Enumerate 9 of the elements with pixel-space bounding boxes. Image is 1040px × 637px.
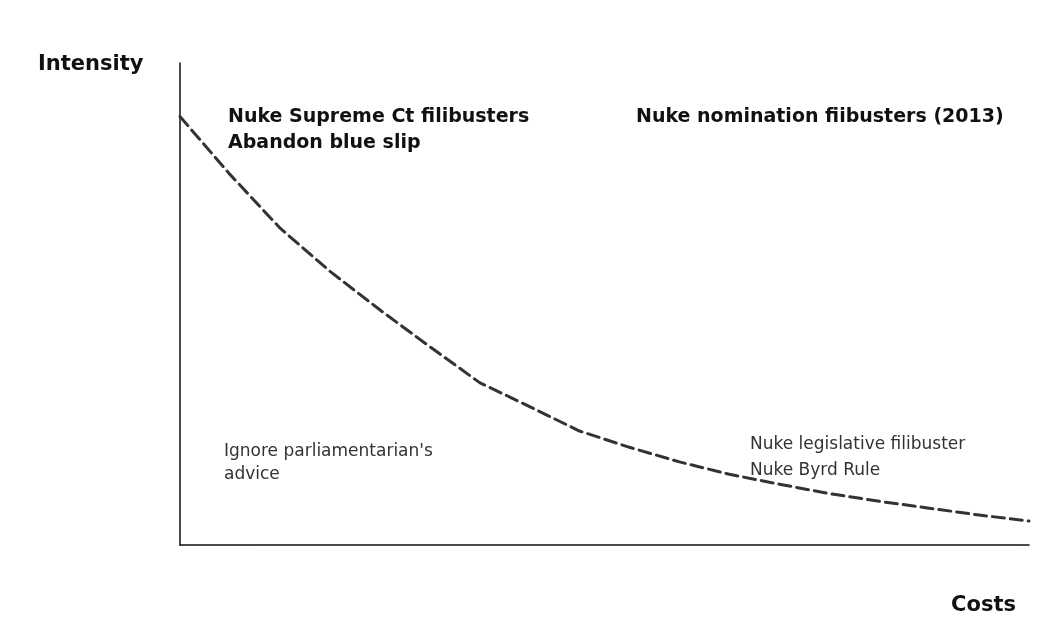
annotation: Nuke legislative filibuster (750, 432, 966, 453)
annotation: advice (224, 462, 280, 483)
annotation: Nuke Supreme Ct filibusters (228, 103, 530, 126)
annotation: Nuke Byrd Rule (750, 458, 881, 479)
annotation: Ignore parliamentarian's (224, 439, 433, 460)
annotation: Nuke nomination fiibusters (2013) (636, 103, 1004, 126)
y-axis-title: Intensity (38, 50, 144, 75)
x-axis-title: Costs (951, 591, 1017, 616)
annotation: Abandon blue slip (228, 129, 421, 152)
